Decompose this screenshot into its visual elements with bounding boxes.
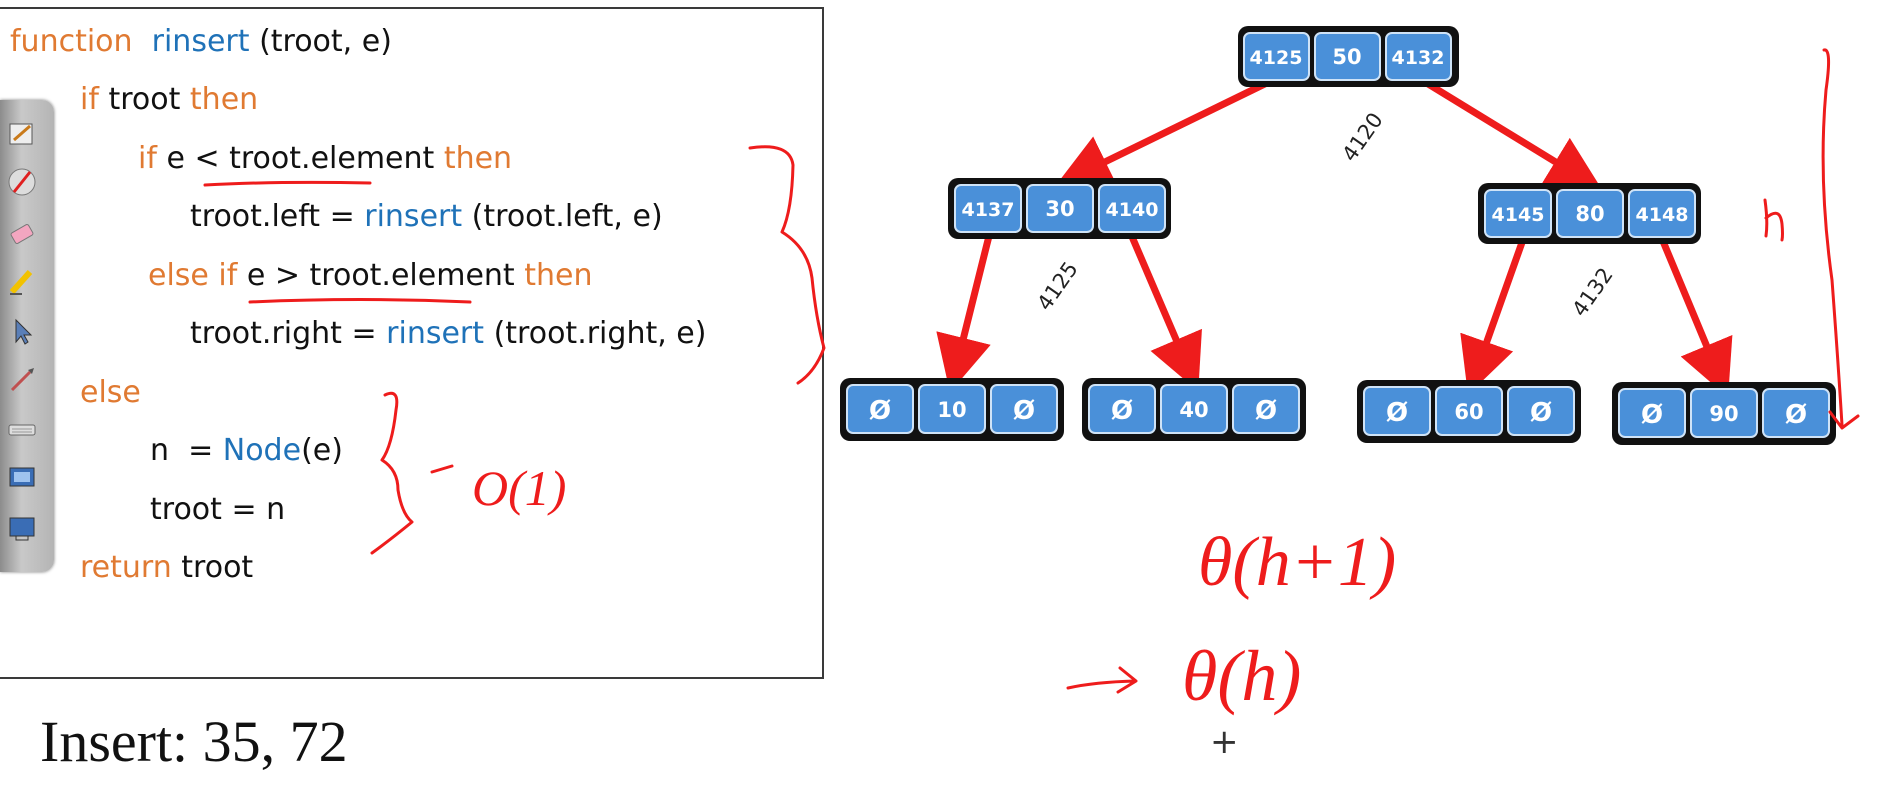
eraser-icon[interactable]: [6, 218, 38, 250]
theta-h-annotation: θ(h): [1182, 636, 1301, 716]
code-line-4: troot.left = rinsert (troot.left, e): [190, 199, 663, 234]
edge-30-left: [936, 231, 994, 393]
code-text: e < troot.element: [166, 141, 435, 176]
leaf10-right-null: Ø: [1013, 396, 1035, 426]
node30-address-label: 4125: [1032, 257, 1082, 315]
edge-root-right: [1418, 76, 1603, 191]
leaf90-value: 90: [1709, 402, 1738, 426]
code-text: troot = n: [150, 492, 286, 527]
edge-80-left: [1460, 232, 1529, 395]
leaf10-left-null: Ø: [869, 396, 891, 426]
edge-30-right: [1126, 230, 1202, 392]
function-name: rinsert: [364, 199, 463, 234]
dash-mark: [430, 464, 454, 474]
code-text: (troot.left, e): [471, 199, 663, 234]
theta-h-plus-1-annotation: θ(h+1): [1198, 524, 1396, 601]
leaf90-left-null: Ø: [1641, 400, 1663, 430]
pointer-arrow: [1066, 666, 1138, 694]
code-text: e > troot.element: [246, 258, 515, 293]
code-line-7: else: [80, 375, 141, 410]
code-text: n =: [150, 433, 223, 468]
node80-address-label: 4132: [1567, 263, 1617, 321]
tree-leaf-10: Ø 10 Ø: [840, 378, 1064, 441]
tree-edges: [936, 75, 1733, 398]
keyword-if: if: [138, 141, 157, 176]
keyword-then: then: [443, 141, 513, 176]
screen-icon[interactable]: [6, 512, 38, 544]
code-text: troot.right =: [190, 316, 387, 351]
code-line-5: else if e > troot.element then: [148, 258, 592, 293]
keyword-then: then: [524, 258, 593, 293]
function-name: rinsert: [386, 316, 485, 351]
keyword-function: function: [10, 24, 133, 59]
keyword-if: if: [80, 82, 99, 117]
code-text: (troot.right, e): [493, 316, 707, 351]
pen-settings-icon[interactable]: [6, 118, 38, 150]
tree-node-root: 4125 50 4132: [1238, 26, 1459, 87]
code-line-10: return troot: [80, 550, 253, 585]
handwritten-annotations: [203, 48, 1860, 694]
root-address-label: 4120: [1337, 108, 1387, 166]
root-left-pointer: 4125: [1250, 47, 1303, 69]
keyword-else-if: else if: [148, 258, 238, 293]
leaf60-value: 60: [1454, 400, 1483, 424]
code-line-6: troot.right = rinsert (troot.right, e): [190, 316, 706, 351]
root-right-pointer: 4132: [1392, 47, 1445, 69]
annotation-toolbar: [0, 100, 54, 572]
brace-node-creation: [370, 391, 414, 555]
code-line-8: n = Node(e): [150, 433, 343, 468]
keyword-return: return: [80, 550, 172, 585]
brace-recursive-calls: [748, 145, 826, 385]
function-name: rinsert: [151, 24, 250, 59]
tree-node-80: 4145 80 4148: [1478, 183, 1701, 244]
brush-icon[interactable]: [6, 364, 38, 396]
o1-annotation: O(1): [472, 460, 566, 516]
leaf40-left-null: Ø: [1111, 396, 1133, 426]
code-text: troot: [181, 550, 254, 585]
laser-pointer-icon[interactable]: [6, 166, 38, 198]
node80-right-pointer: 4148: [1636, 204, 1689, 226]
highlighter-icon[interactable]: [6, 266, 38, 298]
keyword-then: then: [189, 82, 259, 117]
code-text: troot: [108, 82, 181, 117]
node30-right-pointer: 4140: [1106, 199, 1159, 221]
tree-leaf-60: Ø 60 Ø: [1357, 380, 1581, 443]
code-line-2: if troot then: [80, 82, 258, 117]
leaf90-right-null: Ø: [1785, 400, 1807, 430]
node80-value: 80: [1575, 202, 1604, 226]
code-panel: function rinsert (troot, e) if troot the…: [0, 7, 824, 679]
keyboard-icon[interactable]: [6, 414, 38, 446]
leaf10-value: 10: [937, 398, 966, 422]
height-h-glyph: [1763, 198, 1784, 242]
code-line-3: if e < troot.element then: [138, 141, 512, 176]
insert-instruction: Insert: 35, 72: [40, 709, 348, 774]
tree-node-30: 4137 30 4140: [948, 178, 1171, 239]
leaf60-right-null: Ø: [1530, 398, 1552, 428]
edge-80-right: [1656, 232, 1733, 398]
leaf40-value: 40: [1179, 398, 1208, 422]
arrow-pointer-icon[interactable]: [6, 316, 38, 348]
code-line-9: troot = n: [150, 492, 285, 527]
code-line-1: function rinsert (troot, e): [10, 24, 392, 59]
tree-leaf-90: Ø 90 Ø: [1612, 382, 1836, 445]
code-text: (troot, e): [259, 24, 392, 59]
node30-value: 30: [1045, 197, 1074, 221]
height-arrow: [1821, 48, 1860, 430]
underline-less-than: [203, 180, 372, 187]
leaf60-left-null: Ø: [1386, 398, 1408, 428]
code-text: troot.left =: [190, 199, 365, 234]
leaf40-right-null: Ø: [1255, 396, 1277, 426]
tree-leaf-40: Ø 40 Ø: [1082, 378, 1306, 441]
underline-greater-than: [248, 298, 472, 304]
crosshair-cursor-icon: +: [1210, 722, 1239, 762]
edge-root-left: [1055, 75, 1277, 187]
keyword-else: else: [80, 375, 141, 410]
code-text: (e): [301, 433, 343, 468]
slideshow-icon[interactable]: [6, 462, 38, 494]
function-name: Node: [222, 433, 302, 468]
root-value: 50: [1332, 45, 1361, 69]
node30-left-pointer: 4137: [962, 199, 1015, 221]
node80-left-pointer: 4145: [1492, 204, 1545, 226]
